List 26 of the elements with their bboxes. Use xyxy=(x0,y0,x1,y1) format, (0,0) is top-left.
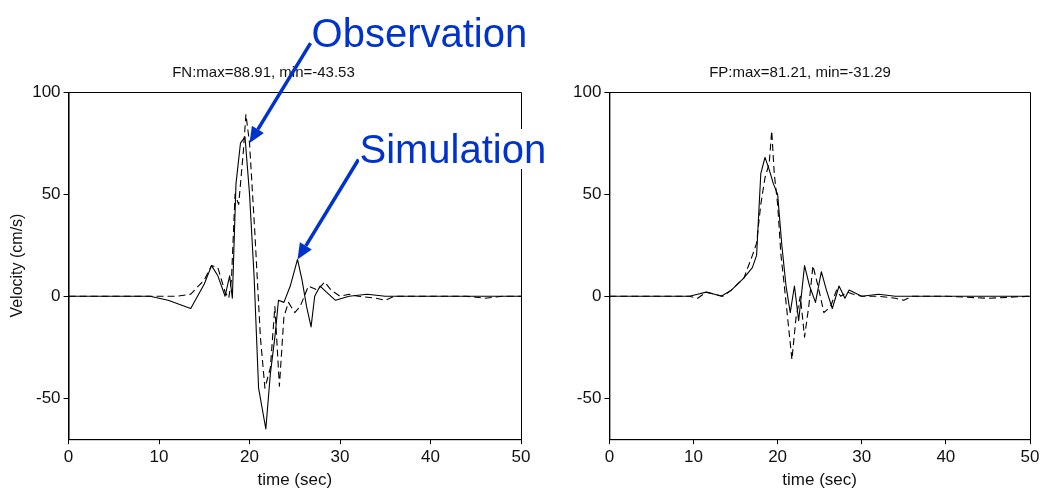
x-tick-label: 0 xyxy=(604,447,615,467)
annotation: Observation xyxy=(311,11,528,56)
x-tick-label: 20 xyxy=(240,447,259,467)
y-tick-label: 50 xyxy=(582,183,602,203)
x-axis-title: time (sec) xyxy=(782,470,857,490)
x-tick-label: 10 xyxy=(149,447,169,467)
y-axis-title: Velocity (cm/s) xyxy=(8,213,26,318)
x-tick-label: 0 xyxy=(63,447,74,467)
x-tick-label: 10 xyxy=(684,447,703,467)
y-tick-label: -50 xyxy=(35,388,61,408)
annotation: Simulation xyxy=(359,127,547,172)
x-axis-title: time (sec) xyxy=(257,470,333,490)
y-tick-label: 50 xyxy=(41,183,61,203)
x-tick-label: 30 xyxy=(330,447,350,467)
chart-title: FP:max=81.21, min=-31.29 xyxy=(709,63,891,81)
y-tick-label: 0 xyxy=(51,285,61,305)
x-tick-label: 20 xyxy=(768,447,788,467)
x-tick-label: 30 xyxy=(852,447,872,467)
y-tick-label: 100 xyxy=(32,81,61,101)
y-tick-label: 100 xyxy=(572,81,602,101)
y-tick-label: 0 xyxy=(591,285,602,305)
x-tick-label: 40 xyxy=(936,447,956,467)
x-tick-label: 50 xyxy=(511,447,531,467)
x-tick-label: 50 xyxy=(1020,447,1040,467)
x-tick-label: 40 xyxy=(421,447,440,467)
y-tick-label: -50 xyxy=(576,388,602,408)
